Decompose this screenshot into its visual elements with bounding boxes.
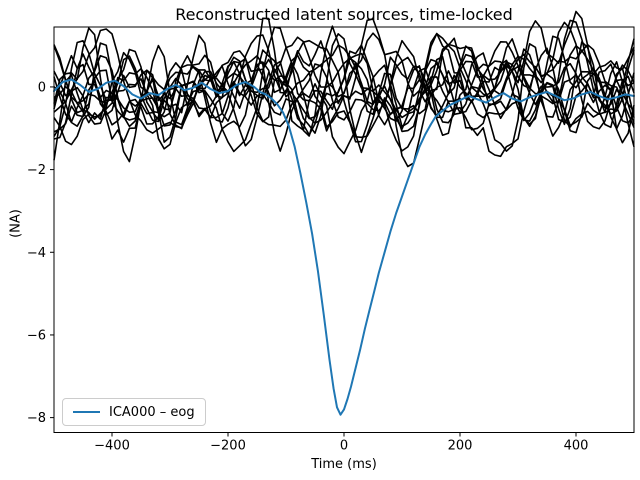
x-tick-label: −400	[94, 439, 130, 454]
x-tick-label: 200	[448, 439, 473, 454]
y-tick-label: −4	[27, 246, 46, 261]
legend-label: ICA000 – eog	[109, 404, 195, 420]
noise-trace	[53, 32, 635, 136]
x-axis-label: Time (ms)	[311, 457, 377, 472]
y-axis-label: (NA)	[8, 209, 24, 238]
noise-traces-layer	[53, 10, 635, 168]
x-axis-ticks: −400 −200 0 200 400	[94, 432, 589, 454]
y-axis-ticks: 0 −2 −4 −6 −8	[27, 80, 54, 426]
legend: ICA000 – eog	[62, 398, 206, 426]
ica000-eog-line	[53, 78, 635, 416]
chart-title: Reconstructed latent sources, time-locke…	[175, 5, 513, 24]
noise-trace	[53, 19, 635, 158]
noise-trace	[53, 32, 635, 161]
y-tick-label: −2	[27, 163, 46, 178]
x-tick-label: 400	[564, 439, 589, 454]
x-tick-label: 0	[340, 439, 348, 454]
noise-trace	[53, 17, 635, 127]
noise-trace	[53, 38, 635, 140]
noise-trace	[53, 18, 635, 168]
x-tick-label: −200	[210, 439, 246, 454]
noise-trace	[53, 21, 635, 163]
y-tick-label: −6	[27, 328, 46, 343]
y-tick-label: −8	[27, 411, 46, 426]
y-tick-label: 0	[38, 80, 46, 95]
noise-trace	[53, 10, 635, 155]
legend-line-sample	[73, 411, 100, 413]
